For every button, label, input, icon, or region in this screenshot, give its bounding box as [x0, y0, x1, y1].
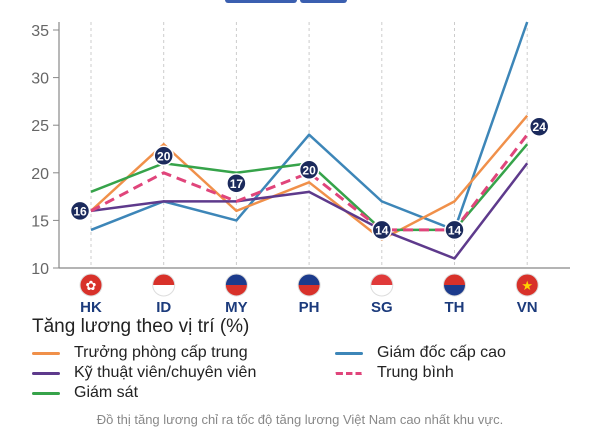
series-line-2 [90, 162, 529, 260]
x-tick-label: ID [156, 299, 171, 316]
legend-swatch [32, 391, 60, 395]
data-label-marker [528, 116, 550, 137]
svg-text:★: ★ [521, 278, 533, 293]
data-label: 20 [302, 163, 316, 177]
x-tick-label: VN [517, 299, 538, 316]
svg-text:✿: ✿ [86, 278, 97, 293]
hong-kong-flag-icon: ✿ [79, 273, 103, 297]
legend-label: Kỹ thuật viên/chuyên viên [74, 364, 257, 381]
legend-title: Tăng lương theo vị trí (%) [32, 316, 250, 337]
y-tick-label: 35 [31, 23, 49, 40]
indonesia-flag-icon [152, 273, 176, 297]
legend-swatch [335, 371, 363, 375]
legend-label: Trung bình [377, 364, 454, 381]
data-label: 14 [375, 223, 389, 237]
top-button-2[interactable] [300, 0, 347, 3]
malaysia-flag-icon [224, 273, 248, 297]
data-label: 14 [448, 223, 462, 237]
x-tick-label: PH [299, 299, 320, 316]
data-label: 16 [73, 204, 87, 218]
legend-label: Trưởng phòng cấp trung [74, 344, 248, 361]
y-tick-label: 15 [31, 213, 49, 230]
data-label: 24 [533, 120, 547, 134]
legend-item-truong-phong: Trưởng phòng cấp trung [32, 344, 248, 362]
y-tick-label: 20 [31, 166, 49, 183]
y-tick-label: 25 [31, 118, 49, 135]
x-tick-label: TH [445, 299, 465, 316]
legend-label: Giám sát [74, 384, 139, 401]
data-label-marker [153, 145, 174, 167]
vietnam-flag-icon: ★ [515, 273, 539, 297]
x-tick-label: HK [80, 299, 102, 316]
singapore-flag-icon [370, 273, 394, 297]
data-label: 17 [230, 177, 244, 191]
thailand-flag-icon [443, 273, 466, 297]
data-label-marker [371, 219, 393, 241]
caption: Đồ thị tăng lương chỉ ra tốc độ tăng lươ… [96, 412, 504, 427]
philippines-flag-icon [297, 273, 321, 297]
y-tick-label: 10 [31, 261, 49, 278]
legend-item-giam-doc: Giám đốc cấp cao [335, 344, 506, 362]
legend-item-ky-thuat-vien: Kỹ thuật viên/chuyên viên [32, 364, 256, 382]
data-label-marker [444, 219, 465, 241]
legend-item-trung-binh: Trung bình [335, 364, 454, 382]
data-label-marker [226, 173, 247, 194]
legend-item-giam-sat: Giám sát [32, 384, 138, 402]
data-label: 20 [157, 149, 171, 163]
top-button-1[interactable] [225, 0, 297, 3]
line-chart: 10 15 20 25 30 35 ✿ HK ID MY PH SG TH ★ VN 16 20 17 20 14 14… [31, 21, 570, 316]
x-tick-label: SG [371, 299, 393, 316]
legend-swatch [32, 351, 60, 355]
data-label-marker [298, 159, 320, 181]
y-tick-label: 30 [31, 71, 49, 88]
legend-label: Giám đốc cấp cao [377, 344, 506, 361]
series-line-0 [90, 114, 529, 241]
legend-swatch [32, 371, 60, 375]
data-label-marker [69, 200, 91, 222]
x-tick-label: MY [225, 299, 248, 316]
legend-swatch [335, 351, 363, 355]
